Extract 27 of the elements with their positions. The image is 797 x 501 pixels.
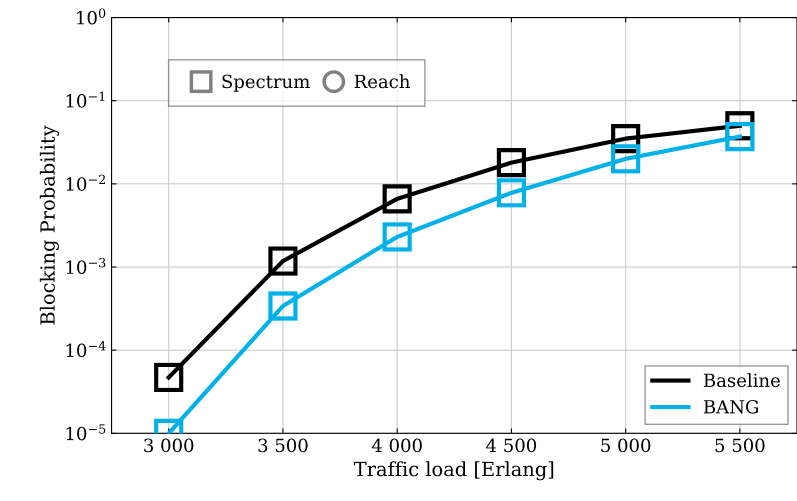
point [154,362,184,392]
point [496,178,526,208]
y-tick-label: 10$^{−2}$ [66,174,105,191]
x-tick-label: 3 500 [258,438,308,452]
point [268,246,298,276]
point [382,222,412,252]
y-tick-label: 10$^{0}$ [77,8,106,25]
point [725,122,754,152]
point [611,144,640,174]
legend-label: BANG [704,400,758,414]
legend-label: Reach [354,74,410,88]
point [496,148,526,178]
y-tick-label: 10$^{−3}$ [66,258,106,274]
point [268,291,298,321]
x-tick-label: 4 500 [486,438,536,452]
y-tick-label: 10$^{−5}$ [66,424,106,440]
point [382,184,412,214]
legend-label: Spectrum [222,74,310,92]
x-axis-title: Traffic load [Erlang] [354,461,554,480]
y-axis-title: Blocking Probability [40,125,59,325]
x-tick-label: 5 000 [601,438,650,452]
x-tick-label: 5 500 [716,438,765,452]
legend-label: Baseline [704,373,780,388]
x-tick-label: 4 000 [372,438,422,452]
y-tick-label: 10$^{−1}$ [66,91,104,108]
y-tick-label: 10$^{−4}$ [66,340,106,358]
x-tick-label: 3 000 [144,438,194,452]
